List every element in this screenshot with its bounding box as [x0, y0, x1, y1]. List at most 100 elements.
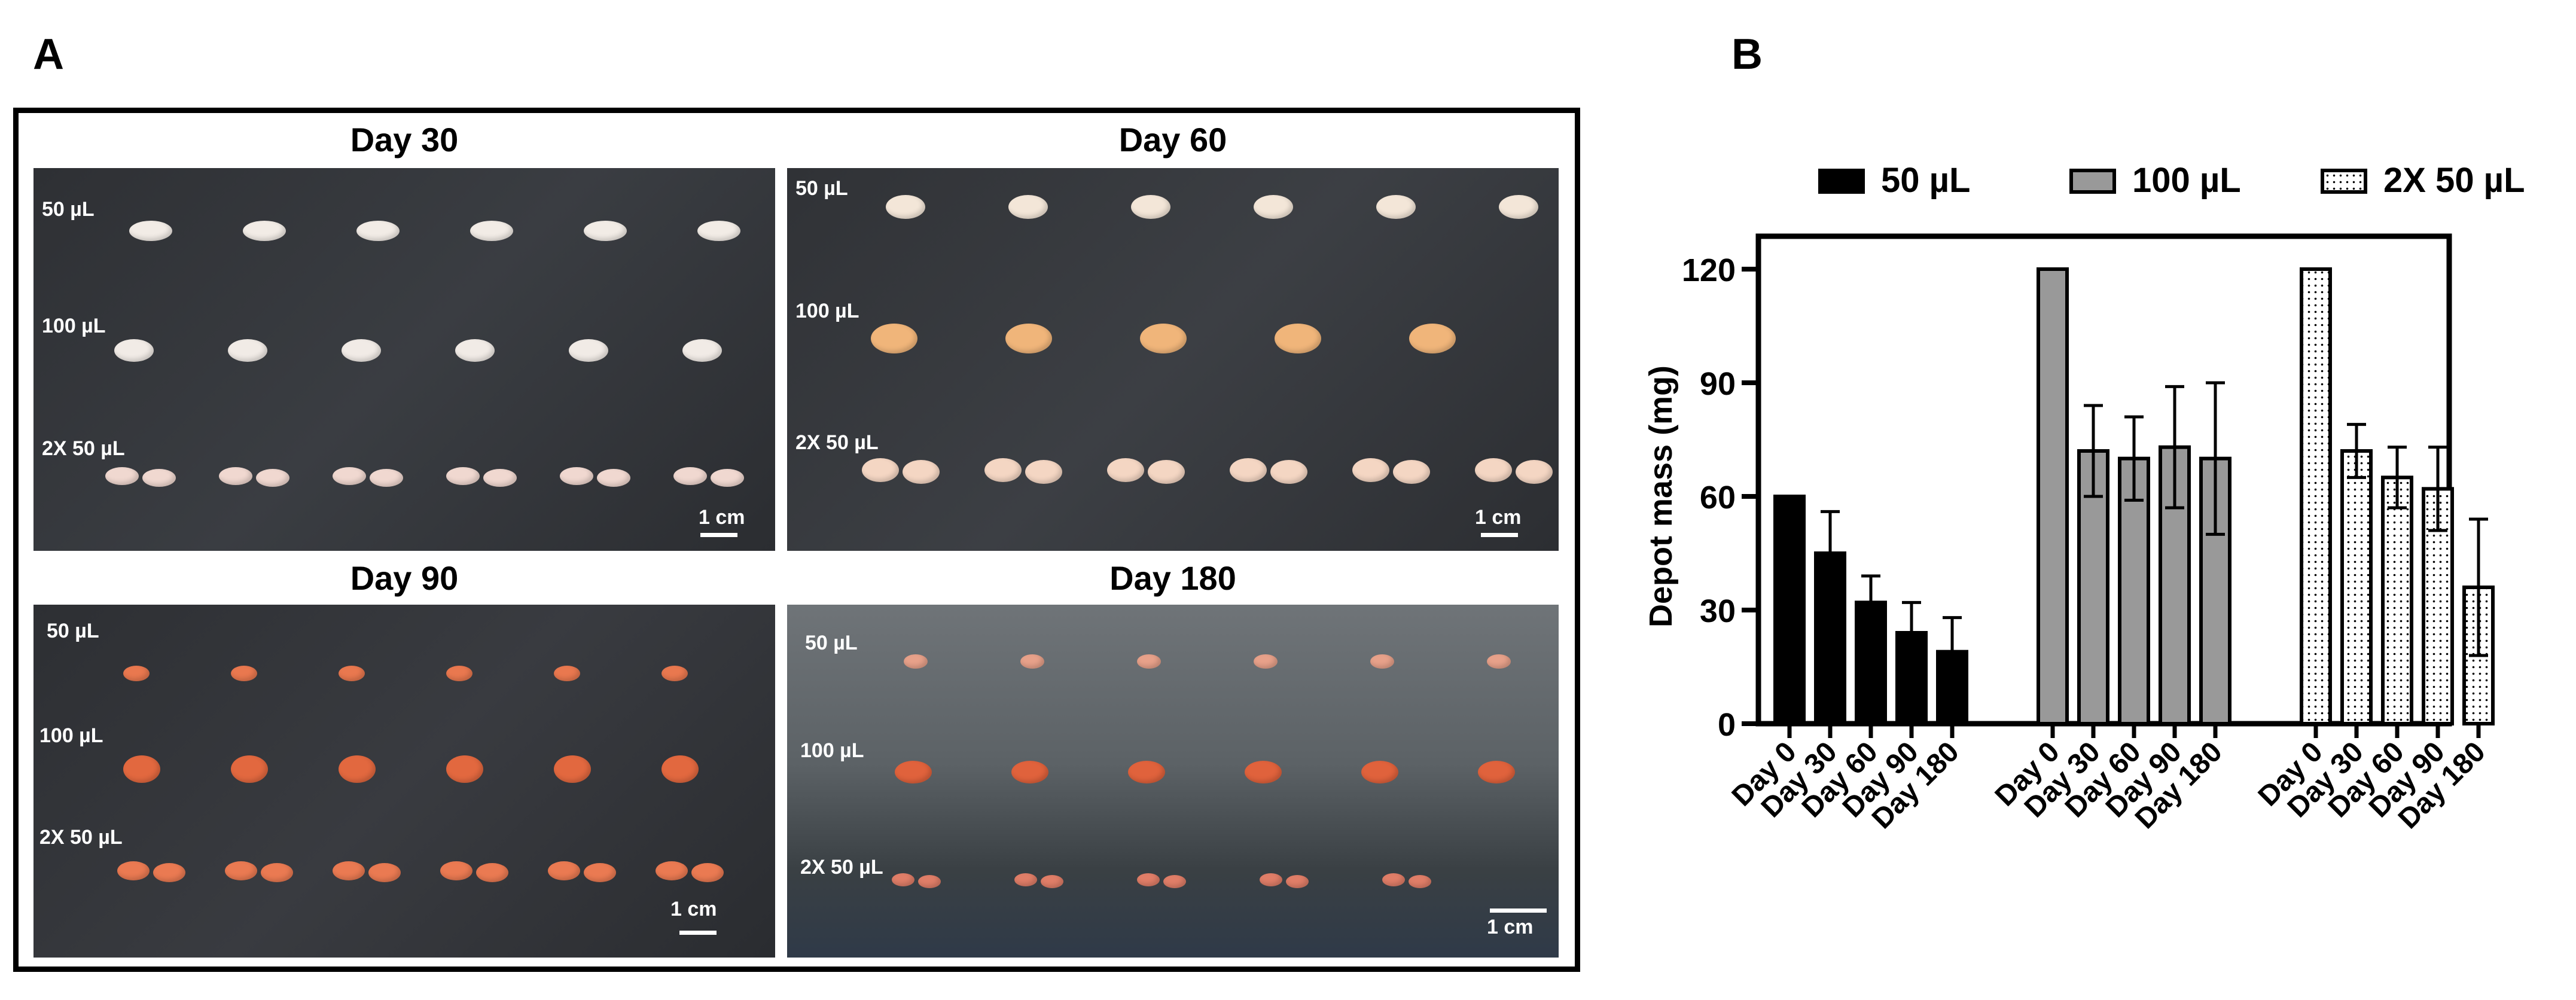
tissue-sample	[548, 861, 580, 880]
row-label-100ul: 100 µL	[42, 315, 106, 337]
tissue-sample	[342, 339, 381, 362]
tissue-sample	[1475, 458, 1512, 482]
scale-label: 1 cm	[670, 898, 717, 920]
tissue-sample	[1270, 460, 1307, 484]
tissue-sample	[903, 460, 940, 484]
row-label-2x50ul: 2X 50 µL	[42, 437, 125, 460]
photo-day-180: 50 µL 100 µL 2X 50 µL 1 cm	[787, 605, 1559, 958]
bar	[2037, 267, 2069, 725]
tissue-sample	[446, 755, 483, 783]
y-tick-label: 30	[1700, 593, 1736, 629]
scale-label: 1 cm	[1475, 506, 1522, 529]
tissue-sample	[1409, 875, 1431, 888]
tissue-sample	[871, 324, 917, 353]
tissue-sample	[1137, 654, 1161, 669]
row-label-100ul: 100 µL	[800, 739, 864, 762]
tissue-sample	[114, 339, 154, 362]
tissue-sample	[228, 339, 267, 362]
tissue-sample	[554, 755, 591, 783]
row-label-100ul: 100 µL	[39, 724, 103, 747]
tissue-sample	[1376, 195, 1416, 219]
panel-a-photo-frame: Day 30 50 µL 100 µL 2X 50 µL 1 cm Day 60…	[13, 108, 1580, 972]
tissue-sample	[1409, 324, 1456, 353]
tissue-sample	[142, 469, 176, 487]
y-tick-label: 90	[1700, 366, 1736, 402]
tissue-sample	[984, 458, 1022, 482]
tissue-sample	[261, 863, 293, 882]
bar	[2300, 267, 2332, 725]
photo-title-day-90: Day 90	[350, 559, 459, 597]
photo-day-30: 50 µL 100 µL 2X 50 µL 1 cm	[33, 168, 775, 551]
tissue-sample	[711, 469, 744, 487]
photo-title-day-60: Day 60	[1118, 121, 1227, 158]
tissue-sample	[470, 221, 513, 241]
tissue-sample	[661, 666, 688, 681]
tissue-sample	[333, 467, 366, 485]
tissue-sample	[476, 863, 508, 882]
tissue-sample	[1014, 873, 1037, 886]
tissue-sample	[918, 875, 941, 888]
tissue-sample	[153, 863, 185, 882]
tissue-sample	[1286, 875, 1309, 888]
photo-title-day-180: Day 180	[1109, 559, 1236, 597]
tissue-sample	[1393, 460, 1430, 484]
panel-b-label: B	[1731, 31, 1763, 78]
tissue-sample	[1148, 460, 1185, 484]
tissue-sample	[368, 863, 401, 882]
tissue-sample	[1041, 875, 1063, 888]
tissue-sample	[1352, 458, 1389, 482]
tissue-sample	[656, 861, 688, 880]
tissue-sample	[225, 861, 257, 880]
tissue-sample	[1140, 324, 1187, 353]
bar	[2118, 456, 2150, 725]
tissue-sample	[333, 861, 365, 880]
tissue-sample	[1137, 873, 1160, 886]
bar	[2381, 475, 2413, 725]
legend-label-2x50ul: 2X 50 µL	[2383, 161, 2525, 200]
y-axis-label: Depot mass (mg)	[1643, 365, 1679, 627]
tissue-sample	[1008, 195, 1048, 219]
tissue-sample	[892, 873, 914, 886]
tissue-sample	[1005, 324, 1052, 353]
tissue-sample	[1361, 761, 1398, 783]
tissue-sample	[105, 467, 139, 485]
scale-bar	[679, 931, 717, 935]
scale-label: 1 cm	[1487, 916, 1534, 938]
tissue-sample	[339, 666, 365, 681]
tissue-sample	[904, 654, 928, 669]
tissue-sample	[1107, 458, 1144, 482]
tissue-sample	[560, 467, 593, 485]
tissue-sample	[1260, 873, 1282, 886]
tissue-sample	[697, 221, 740, 241]
legend-label-50ul: 50 µL	[1881, 161, 1971, 200]
tissue-sample	[1011, 761, 1048, 783]
tissue-sample	[117, 861, 150, 880]
legend-swatch-100ul	[2069, 169, 2116, 194]
bar	[1773, 495, 1806, 725]
row-label-100ul: 100 µL	[795, 300, 859, 322]
tissue-sample	[446, 666, 472, 681]
tissue-sample	[1163, 875, 1186, 888]
tissue-sample	[661, 755, 699, 783]
photo-day-90: 50 µL 100 µL 2X 50 µL 1 cm	[33, 605, 775, 958]
row-label-2x50ul: 2X 50 µL	[39, 826, 123, 849]
tissue-sample	[886, 195, 925, 219]
tissue-sample	[455, 339, 495, 362]
tissue-sample	[584, 863, 616, 882]
tissue-sample	[597, 469, 630, 487]
tissue-sample	[1245, 761, 1282, 783]
tissue-sample	[219, 467, 252, 485]
scale-bar	[700, 533, 737, 537]
tissue-sample	[1499, 195, 1538, 219]
row-label-50ul: 50 µL	[805, 632, 858, 654]
tissue-sample	[483, 469, 517, 487]
tissue-sample	[123, 755, 160, 783]
tissue-sample	[569, 339, 608, 362]
tissue-sample	[691, 863, 724, 882]
tissue-sample	[1516, 460, 1553, 484]
legend-label-100ul: 100 µL	[2132, 161, 2241, 200]
tissue-sample	[370, 469, 403, 487]
tissue-sample	[1025, 460, 1062, 484]
y-tick-label: 120	[1682, 252, 1736, 288]
row-label-2x50ul: 2X 50 µL	[795, 431, 879, 454]
